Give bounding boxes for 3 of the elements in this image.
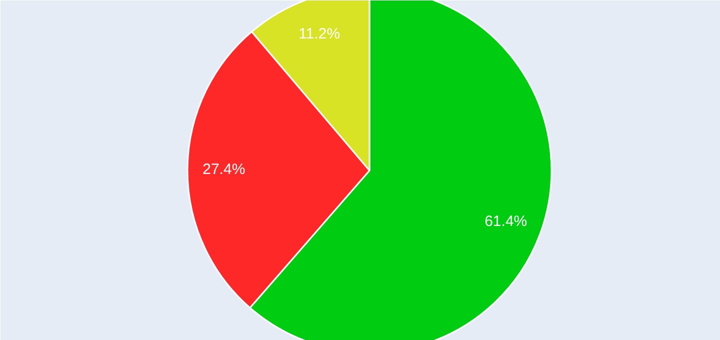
data-label: 27.4% — [202, 161, 246, 178]
data-label: 61.4% — [484, 213, 528, 230]
data-label: 11.2% — [298, 25, 340, 42]
